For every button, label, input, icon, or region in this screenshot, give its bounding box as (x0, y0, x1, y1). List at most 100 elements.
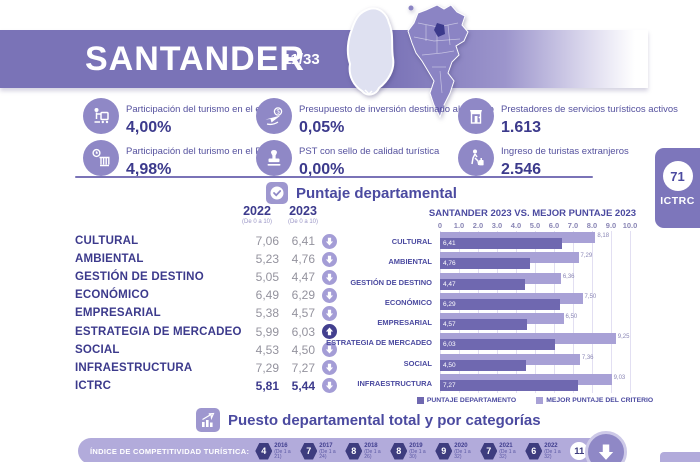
stat-value: 1.613 (501, 119, 542, 136)
rank-year: 2018 (364, 442, 378, 449)
stat-label: Participación del turismo en el PIB (126, 146, 271, 157)
score-table-row: INFRAESTRUCTURA 7,29 7,27 (75, 359, 337, 377)
bar-value-label-best: 7,29 (580, 253, 593, 260)
trend-cell (315, 305, 337, 321)
score-table-row: CULTURAL 7,06 6,41 (75, 232, 337, 250)
trend-down-big-icon (585, 431, 627, 462)
score-2023-value: 4,47 (291, 270, 315, 285)
trend-up-icon (322, 324, 337, 340)
bar-mejor-puntaje (440, 232, 596, 243)
trend-down-icon (322, 378, 337, 394)
rank-item-2021: 7 2021 (De 1 a 32) (480, 442, 523, 460)
x-axis-tick: 3.0 (491, 221, 503, 230)
score-2023-value: 4,57 (291, 306, 315, 321)
score-row-label: ECONÓMICO (75, 289, 149, 302)
department-borders (413, 22, 461, 94)
rank-scale: (De 1 a 30) (409, 448, 426, 460)
bar-value-label-best: 9,25 (617, 334, 630, 341)
rank-item-2022: 6 2022 (De 1 a 32) (525, 442, 568, 460)
score-table-row: EMPRESARIAL 5,38 4,57 (75, 304, 337, 322)
bar-value-label-best: 6,50 (565, 314, 578, 320)
rank-item-2020: 9 2020 (De 1 a 32) (435, 442, 478, 460)
chart-category-label: EMPRESARIAL (377, 318, 432, 327)
x-axis-tick: 0 (437, 221, 443, 230)
bar-value-label-best: 9,03 (613, 374, 626, 381)
trend-down-icon (322, 287, 337, 303)
score-2023-value: 6,41 (291, 234, 315, 249)
rank-year: 2017 (319, 442, 333, 449)
rank-year: 2022 (544, 442, 558, 449)
header-band (0, 30, 648, 88)
x-axis-tick: 8.0 (586, 221, 598, 230)
stat-card-prestadores: Prestadores de servicios turísticos acti… (458, 98, 678, 137)
bar-mejor-puntaje (440, 292, 583, 304)
score-row-label: ESTRATEGIA DE MERCADEO (75, 325, 242, 338)
ranking-section-header: Puesto departamental total y por categor… (196, 408, 541, 432)
score-2022-value: 5,81 (255, 378, 279, 393)
bar-puntaje-departamento: 6,41 (440, 238, 562, 249)
rank-item-2017: 7 2017 (De 1 a 24) (300, 442, 343, 460)
score-row-label: SOCIAL (75, 343, 120, 356)
quality-stamp-icon (256, 140, 292, 176)
score-table-row: AMBIENTAL 5,23 4,76 (75, 250, 337, 268)
ictrc-rank-label: ICTRC (660, 195, 695, 207)
bar-puntaje-departamento: 6,29 (440, 298, 560, 310)
rank-badge-2022: 6 (525, 442, 543, 460)
chart-category-label: SOCIAL (403, 358, 432, 368)
stat-value: 0,05% (299, 119, 345, 136)
gridline (535, 231, 536, 393)
score-row-label: INFRAESTRUCTURA (75, 361, 193, 374)
rank-badge-2017: 7 (300, 442, 318, 460)
gridline (554, 231, 555, 393)
rank-scale: (De 1 a 32) (454, 448, 471, 460)
legend-best: MEJOR PUNTAJE DEL CRITERIO (536, 397, 653, 404)
gridline (440, 231, 441, 393)
san-andres-island (408, 5, 414, 11)
ranking-section-title: Puesto departamental total y por categor… (228, 411, 541, 429)
legend-swatch-best (536, 397, 544, 404)
score-2023-value: 7,27 (291, 360, 315, 375)
rank-item-2016: 4 2016 (De 1 a 21) (255, 442, 298, 460)
svg-text:$: $ (277, 110, 281, 116)
chart-category-label: CULTURAL (391, 237, 432, 246)
gridline (592, 231, 593, 393)
bar-value-label-best: 6,36 (562, 273, 575, 280)
stat-label: Ingreso de turistas extranjeros (501, 146, 629, 157)
gridline (611, 231, 612, 393)
santander-highlight (434, 23, 445, 37)
x-axis-tick: 9.0 (605, 221, 617, 230)
stat-card-empleo: Participación del turismo en el empleo 4… (83, 98, 287, 137)
rank-counter: 11/33 (283, 51, 320, 68)
score-row-label: AMBIENTAL (75, 253, 144, 266)
stat-label: Presupuesto de inversión destinado al tu… (299, 104, 494, 115)
gridline (516, 231, 517, 393)
chart-category-label: ECONÓMICO (384, 297, 432, 307)
chart-category-label: GESTIÓN DE DESTINO (350, 277, 432, 287)
chart-category-labels: CULTURAL AMBIENTAL GESTIÓN DE DESTINO ECONÓ… (326, 231, 436, 393)
santander-map-icon (346, 7, 395, 96)
column-year: 2022 (243, 204, 271, 218)
score-table-row: GESTIÓN DE DESTINO 5,05 4,47 (75, 268, 337, 286)
bar-puntaje-departamento: 4,47 (440, 278, 525, 290)
bar-mejor-puntaje (440, 373, 612, 385)
trend-down-icon (322, 251, 337, 267)
ranking-bar-label: ÍNDICE DE COMPETITIVIDAD TURÍSTICA: (90, 446, 250, 456)
rank-year: 2016 (274, 442, 288, 449)
stat-label: Prestadores de servicios turísticos acti… (501, 104, 678, 115)
ranking-timeline-bar: ÍNDICE DE COMPETITIVIDAD TURÍSTICA: 4 201… (78, 438, 613, 462)
rank-badge-2019: 8 (390, 442, 408, 460)
score-2023-value: 4,76 (291, 252, 315, 267)
score-2022-value: 5,05 (255, 270, 279, 285)
rank-year: 2019 (409, 442, 423, 449)
trend-cell (315, 251, 337, 267)
score-table-row: ESTRATEGIA DE MERCADEO 5,99 6,03 (75, 322, 337, 340)
rank-scale: (De 1 a 32) (499, 448, 516, 460)
section-divider (75, 176, 593, 178)
chart-legend: PUNTAJE DEPARTAMENTO MEJOR PUNTAJE DEL C… (416, 397, 653, 404)
trend-cell (315, 360, 337, 376)
trend-down-icon (322, 305, 337, 321)
trend-down-icon (322, 360, 337, 376)
bar-chart-icon (196, 408, 220, 432)
trend-down-icon (322, 269, 337, 285)
bar-value-label-best: 8,18 (597, 233, 610, 239)
